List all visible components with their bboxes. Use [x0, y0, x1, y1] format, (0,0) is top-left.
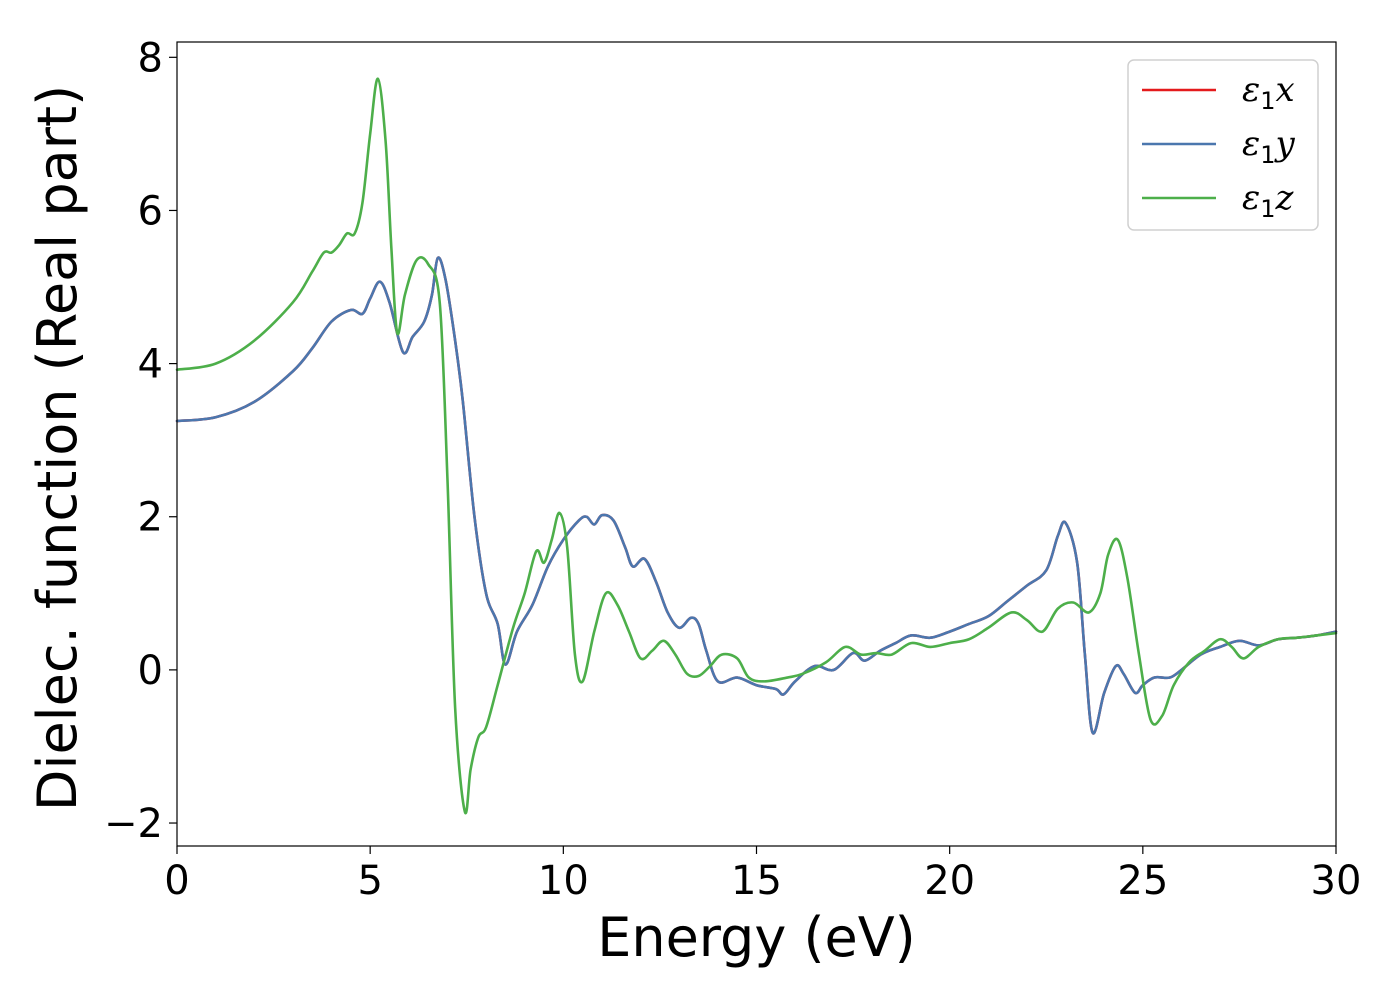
y-axis-label: Dielec. function (Real part): [26, 85, 89, 811]
x-tick-label: 5: [357, 858, 382, 904]
y-tick-label: −2: [104, 801, 163, 847]
y-axis-ticks: −2 0 2 4 6 8: [104, 35, 177, 847]
series-line-y: [175, 256, 1338, 735]
x-axis-ticks: 0 5 10 15 20 25 30: [164, 846, 1361, 904]
x-tick-label: 10: [538, 858, 589, 904]
plot-lines: [175, 77, 1338, 815]
x-tick-label: 15: [731, 858, 782, 904]
series-line-z: [175, 77, 1338, 815]
x-tick-label: 25: [1117, 858, 1168, 904]
y-tick-label: 6: [138, 188, 163, 234]
legend-box: [1127, 59, 1319, 231]
legend-entry-x: ε1x: [1242, 70, 1295, 115]
legend: ε1x ε1y ε1z: [1127, 59, 1319, 231]
series-line-x: [175, 256, 1338, 735]
y-tick-label: 4: [138, 342, 163, 388]
legend-entry-z: ε1z: [1242, 178, 1295, 223]
y-tick-label: 2: [138, 495, 163, 541]
x-tick-label: 0: [164, 858, 189, 904]
y-tick-label: 0: [138, 648, 163, 694]
legend-entry-y: ε1y: [1242, 124, 1296, 169]
y-tick-label: 8: [138, 35, 163, 81]
x-tick-label: 20: [924, 858, 975, 904]
x-tick-label: 30: [1311, 858, 1362, 904]
x-axis-label: Energy (eV): [597, 906, 916, 969]
